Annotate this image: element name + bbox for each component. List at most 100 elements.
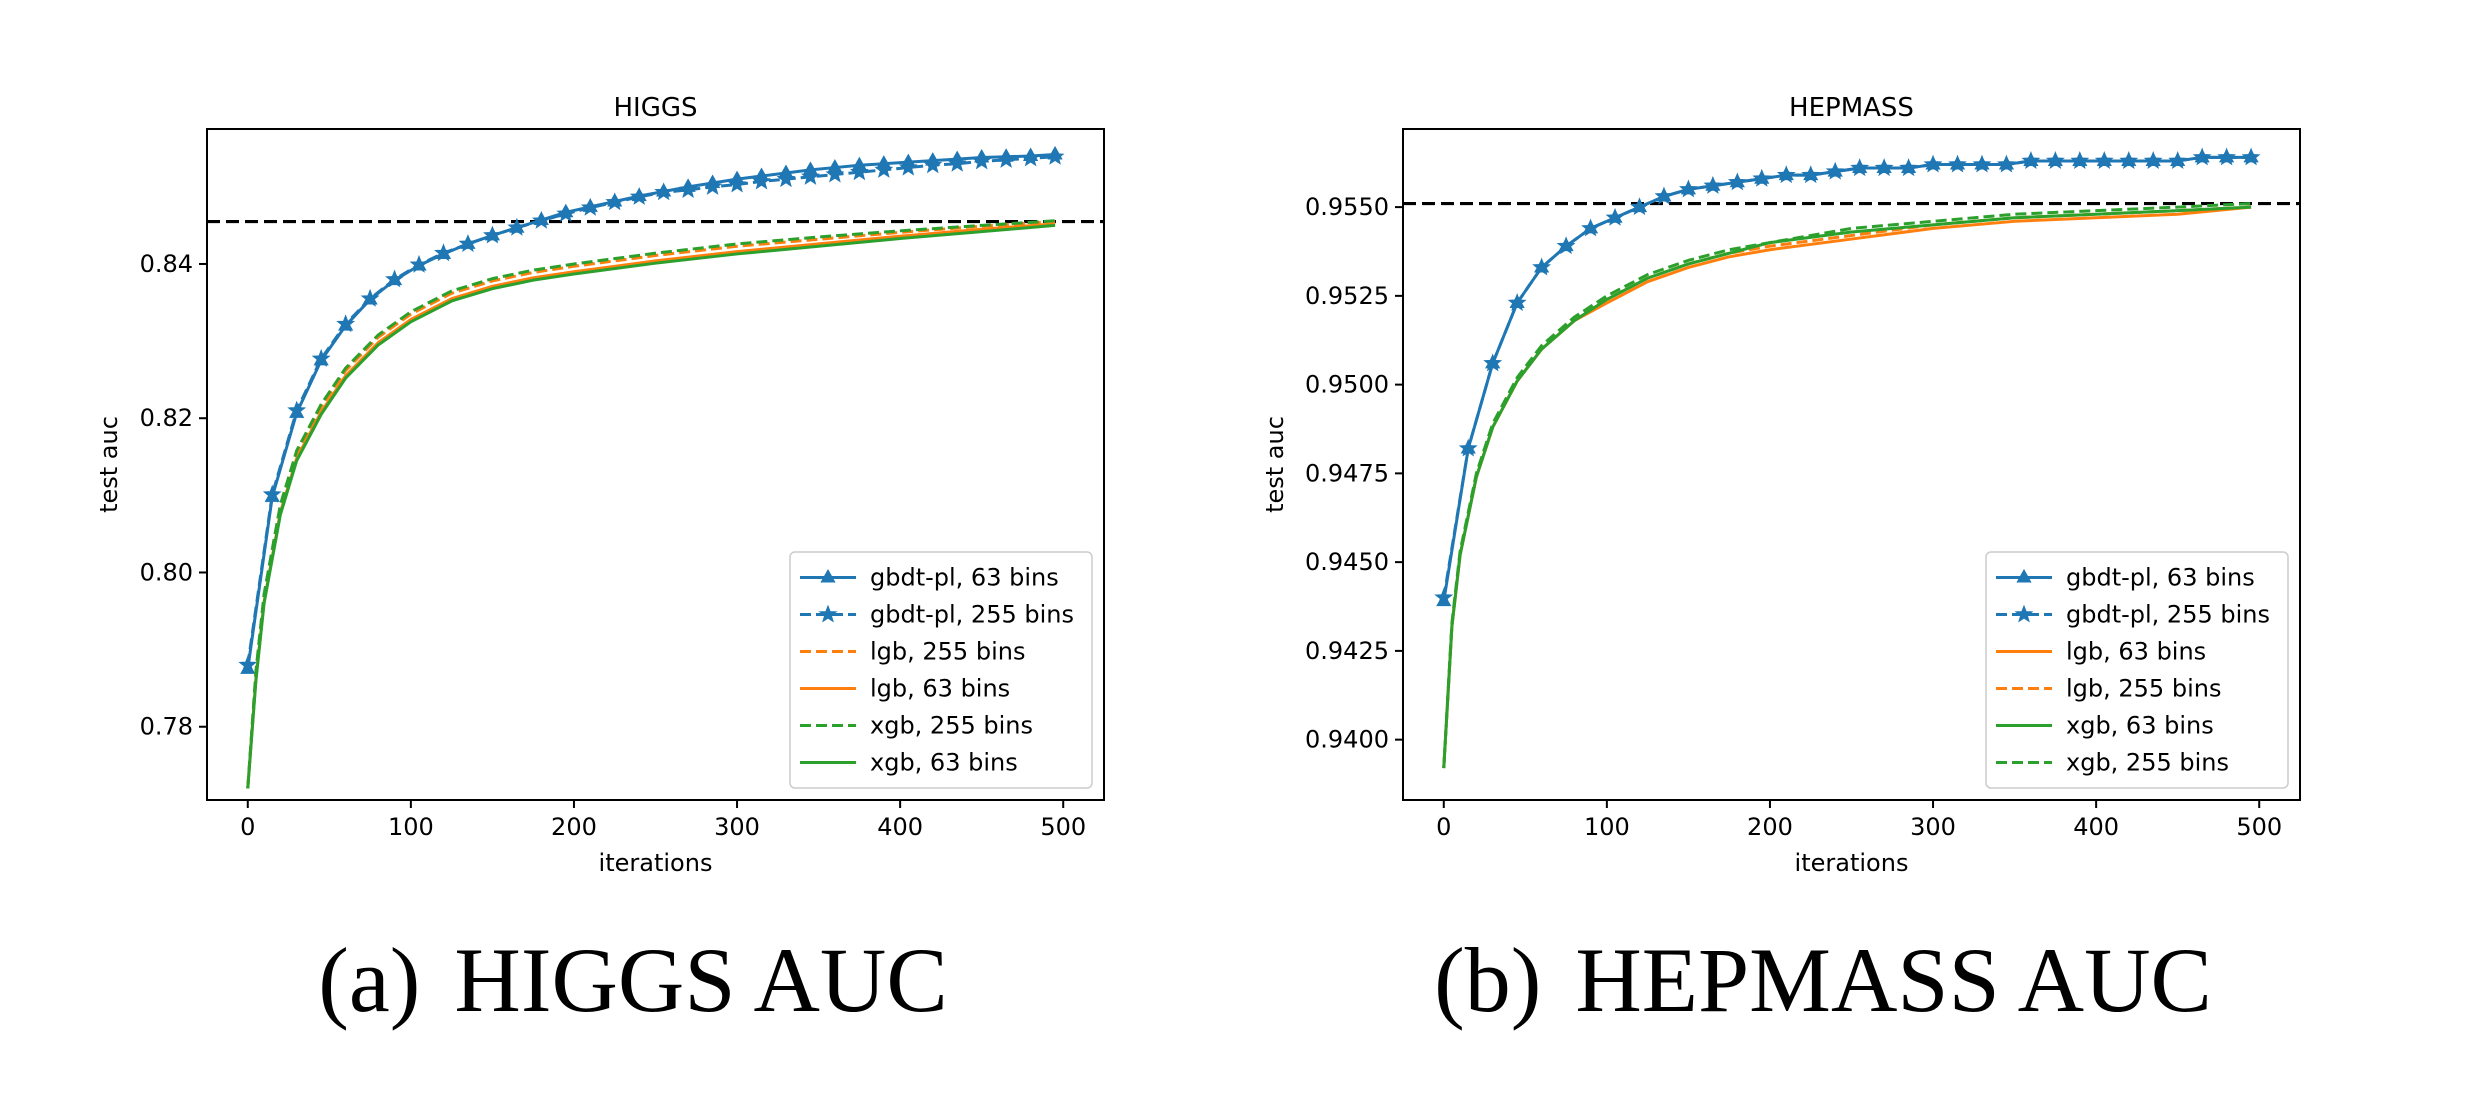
hepmass-legend-label-3: lgb, 255 bins (2066, 675, 2221, 703)
higgs-x-axis-label: iterations (599, 849, 713, 877)
higgs-series-1-point (409, 254, 429, 273)
hepmass-series-1-point (1874, 158, 1894, 177)
higgs-series-1-point (580, 197, 600, 216)
higgs-legend-label-0: gbdt-pl, 63 bins (870, 564, 1059, 592)
higgs-y-tick-label: 0.78 (140, 713, 193, 741)
higgs-x-tick-label: 100 (388, 813, 434, 841)
hepmass-series-1-point (1899, 158, 1919, 177)
higgs-series-1-point (727, 174, 747, 193)
caption-text: HEPMASS AUC (1575, 929, 2212, 1031)
caption-text: HIGGS AUC (454, 929, 948, 1031)
hepmass-series-1-point (1923, 154, 1943, 173)
higgs-series-1-point (360, 288, 380, 307)
hepmass-series-1-point (1507, 293, 1527, 311)
higgs-series-1-point (801, 166, 820, 185)
caption-hepmass-auc: (b) HEPMASS AUC (1200, 925, 2480, 1035)
higgs-series-1-point (262, 484, 282, 503)
hepmass-series-1-point (1703, 175, 1723, 194)
hepmass-series-1-point (2045, 151, 2065, 169)
caption-higgs-auc: (a) HIGGS AUC (0, 925, 1300, 1035)
higgs-series-1-point (996, 149, 1016, 168)
hepmass-x-axis-label: iterations (1795, 849, 1909, 877)
higgs-series-1-point (825, 164, 845, 183)
hepmass-x-tick-label: 200 (1747, 813, 1793, 841)
higgs-series-1-point (385, 269, 404, 288)
higgs-series-1-point (238, 655, 258, 674)
higgs-y-tick-label: 0.82 (140, 404, 193, 432)
hepmass-series-1-point (1654, 186, 1674, 205)
higgs-legend-label-2: lgb, 255 bins (870, 638, 1025, 666)
higgs-series-1-point (434, 243, 453, 262)
higgs-series-1-point (629, 186, 649, 205)
higgs-series-1-point (849, 162, 869, 181)
hepmass-series-1-point (1630, 197, 1649, 216)
hepmass-series-1-point (2094, 151, 2114, 169)
higgs-legend-label-3: lgb, 63 bins (870, 675, 1010, 703)
hepmass-series-1-point (1801, 165, 1821, 184)
hepmass-axes-frame (1402, 128, 2301, 801)
hepmass-series-1-point (1948, 154, 1967, 173)
hepmass-y-tick-label: 0.9525 (1305, 282, 1389, 310)
hepmass-legend-label-4: xgb, 63 bins (2066, 712, 2214, 740)
higgs-axes-frame (206, 128, 1105, 801)
hepmass-x-tick-label: 500 (2236, 813, 2282, 841)
higgs-x-tick-label: 200 (551, 813, 597, 841)
higgs-series-1-point (531, 210, 551, 229)
higgs-series-1-point (507, 217, 527, 236)
hepmass-legend-label-2: lgb, 63 bins (2066, 638, 2206, 666)
higgs-y-tick-label: 0.80 (140, 558, 193, 586)
higgs-x-tick-label: 0 (240, 813, 255, 841)
higgs-x-tick-label: 500 (1040, 813, 1086, 841)
hepmass-x-tick-label: 400 (2073, 813, 2119, 841)
hepmass-y-tick-label: 0.9400 (1305, 726, 1389, 754)
hepmass-legend-marker-1 (2014, 604, 2034, 623)
higgs-series-1-point (947, 153, 967, 172)
hepmass-y-tick-label: 0.9475 (1305, 459, 1389, 487)
higgs-series-1-point (1021, 148, 1041, 167)
higgs-series-1-point (605, 192, 625, 211)
hepmass-series-1-point (1556, 236, 1576, 255)
higgs-series-1-point (776, 169, 796, 188)
higgs-legend: gbdt-pl, 63 bins gbdt-pl, 255 bins lgb, 25… (789, 551, 1093, 789)
higgs-y-axis-label: test auc (95, 416, 123, 513)
hepmass-series-1-point (1997, 154, 2016, 173)
hepmass-series-1-point (2217, 147, 2237, 166)
higgs-legend-marker-1 (818, 604, 838, 623)
hepmass-y-tick-label: 0.9500 (1305, 371, 1389, 399)
higgs-series-1-point (654, 182, 674, 201)
higgs-series-1-point (874, 159, 894, 178)
hepmass-chart-title: HEPMASS (1789, 93, 1914, 123)
higgs-series-1-point (923, 155, 943, 174)
hepmass-series-1-point (2192, 147, 2212, 166)
hepmass-series-1-point (2143, 151, 2163, 169)
hepmass-series-1-point (1581, 218, 1600, 237)
higgs-series-1-point (336, 314, 356, 333)
hepmass-legend-label-0: gbdt-pl, 63 bins (2066, 564, 2255, 592)
higgs-auc-chart: HIGGS 0 100 200 300 400 500 0.78 0.80 0.82 0.84 ite… (95, 93, 1105, 877)
hepmass-series-1-point (2021, 151, 2041, 169)
higgs-series-1-point (482, 225, 502, 244)
hepmass-series-1-point (1458, 438, 1478, 457)
higgs-series-1-point (972, 151, 992, 170)
hepmass-legend: gbdt-pl, 63 bins gbdt-pl, 255 bins lgb, 63… (1985, 551, 2289, 789)
hepmass-legend-label-5: xgb, 255 bins (2066, 749, 2229, 777)
hepmass-legend-box (1985, 551, 2289, 789)
higgs-legend-marker-0 (820, 568, 836, 583)
hepmass-x-tick-label: 300 (1910, 813, 1956, 841)
hepmass-y-axis-label: test auc (1261, 416, 1289, 513)
hepmass-series-1-point (1727, 172, 1747, 191)
higgs-x-tick-label: 300 (714, 813, 760, 841)
higgs-series-line-1 (246, 155, 1056, 666)
hepmass-series-1-point (1776, 165, 1796, 184)
higgs-legend-label-1: gbdt-pl, 255 bins (870, 601, 1074, 629)
hepmass-series-1-point (2241, 147, 2261, 166)
higgs-series-1-point (311, 348, 331, 367)
higgs-legend-label-5: xgb, 63 bins (870, 749, 1018, 777)
hepmass-legend-label-1: gbdt-pl, 255 bins (2066, 601, 2270, 629)
higgs-chart-title: HIGGS (613, 93, 697, 123)
higgs-y-tick-label: 0.84 (140, 250, 193, 278)
hepmass-series-1-point (1605, 207, 1625, 226)
higgs-series-1-point (678, 180, 698, 198)
hepmass-series-line-1 (1442, 155, 2252, 598)
hepmass-y-tick-label: 0.9550 (1305, 193, 1389, 221)
